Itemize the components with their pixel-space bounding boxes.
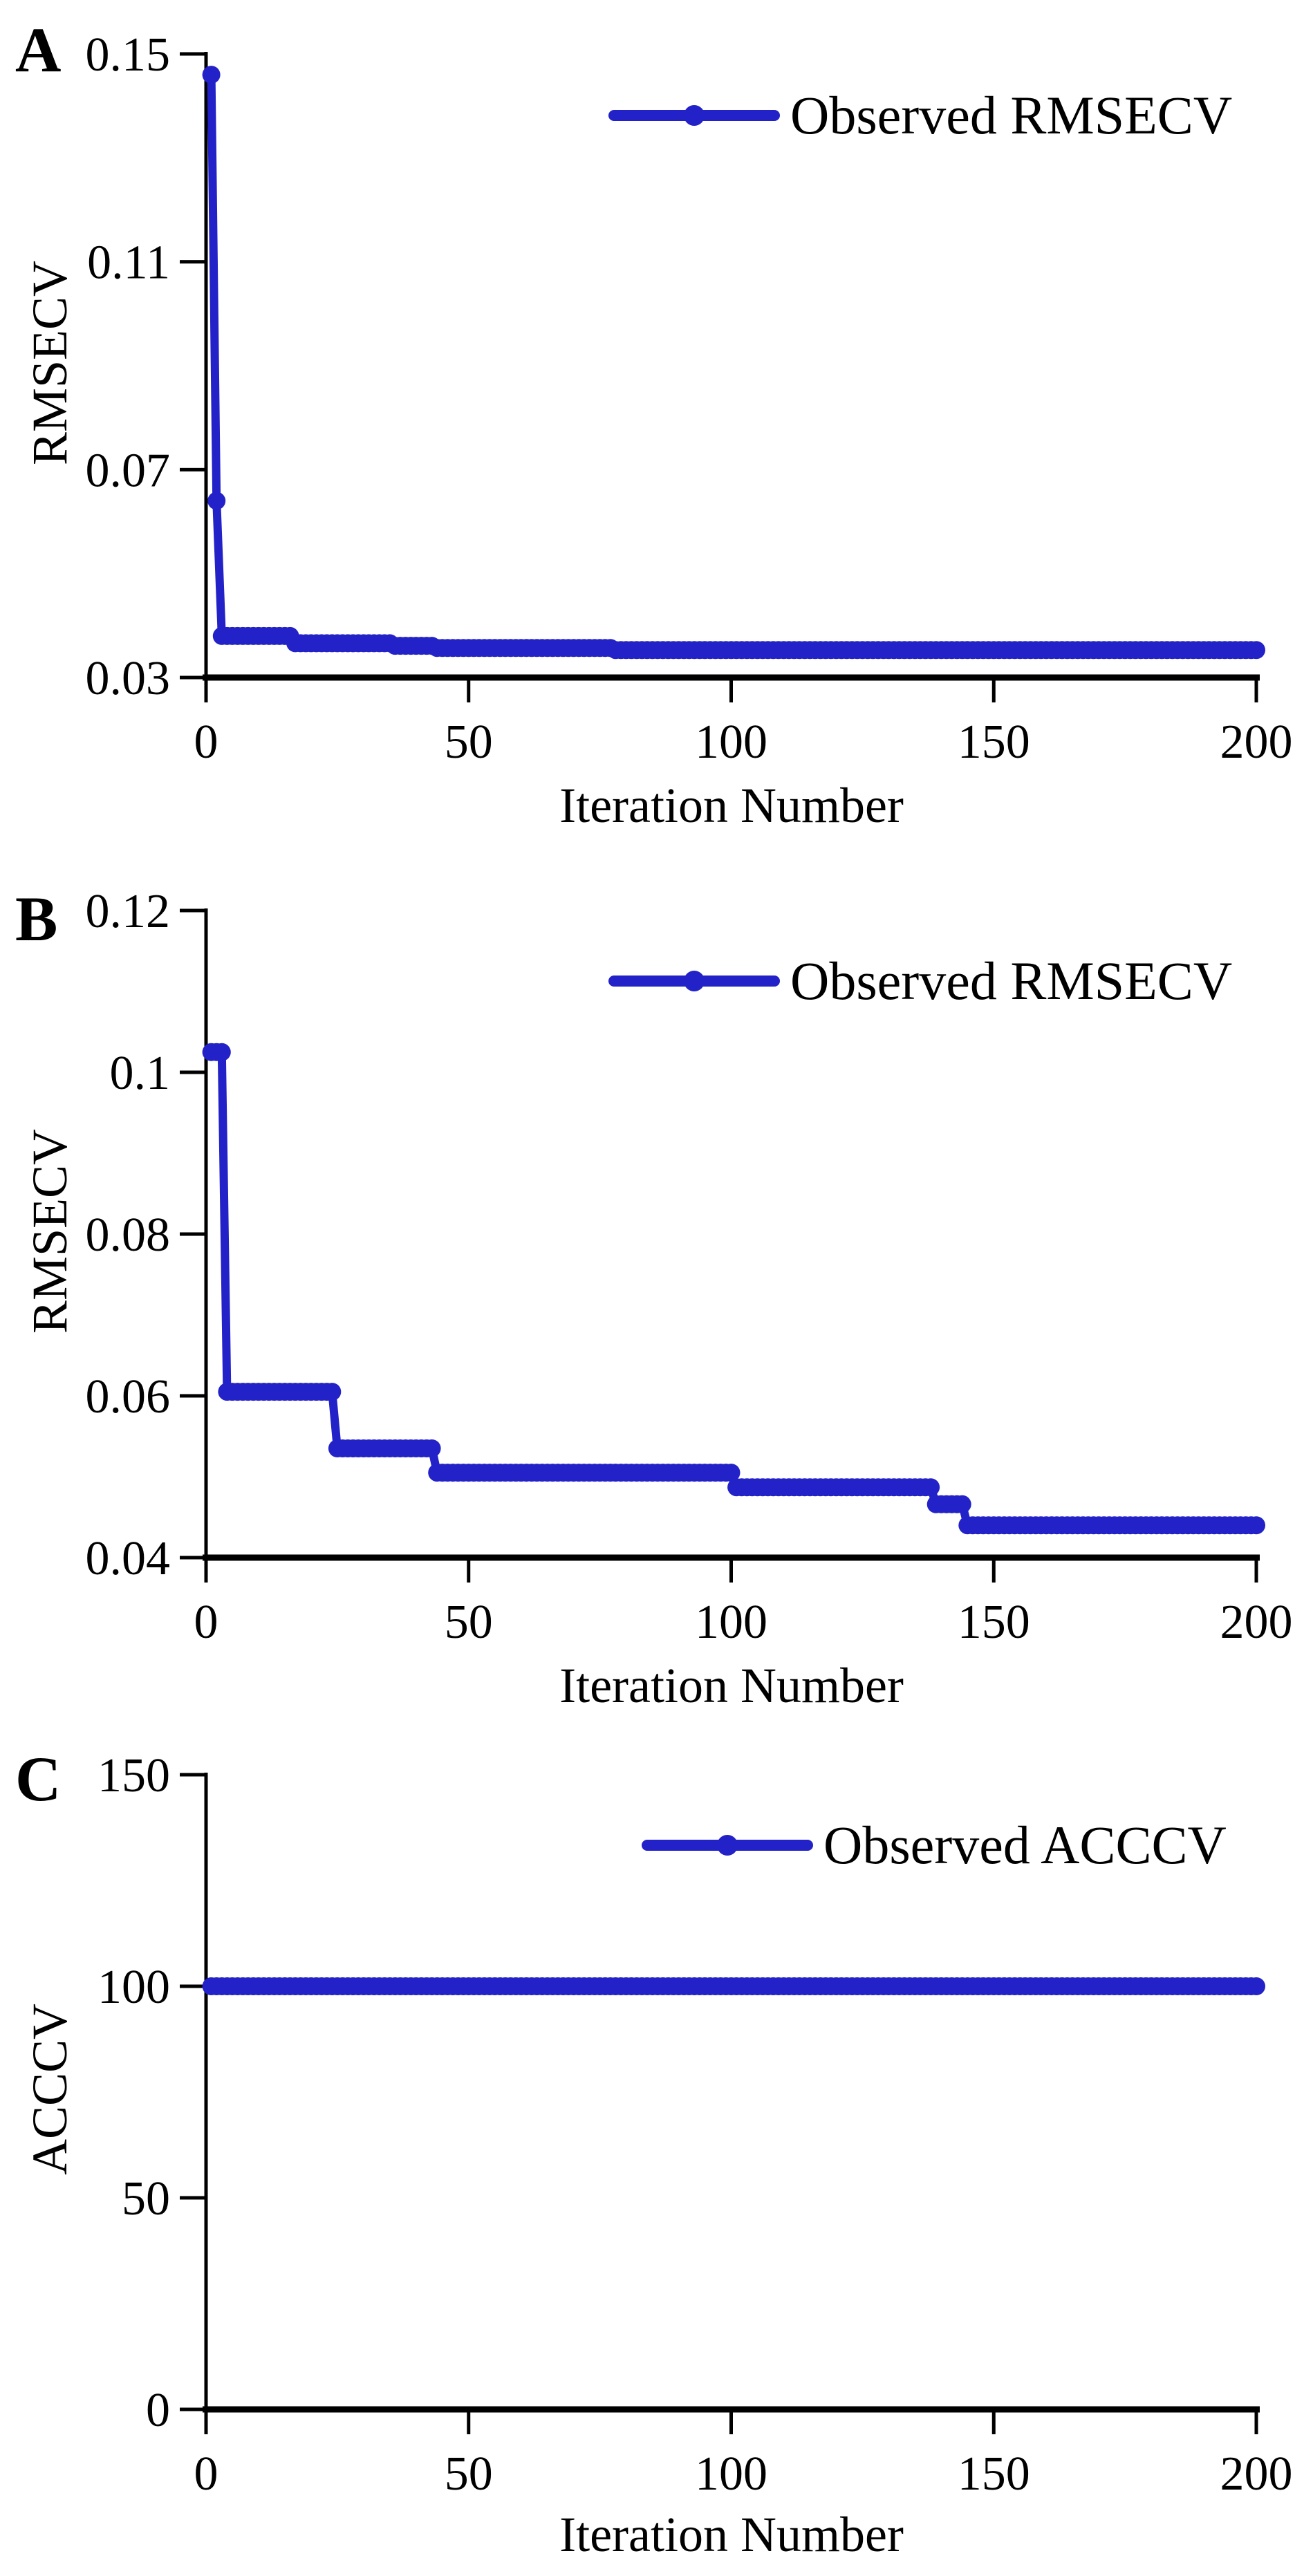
panel-c-letter: C (15, 1744, 62, 1814)
y-tick-mark (180, 1232, 206, 1236)
legend-line-sample (608, 105, 780, 126)
y-tick-label: 0.03 (86, 652, 171, 705)
y-tick-label: 0.12 (86, 885, 171, 938)
y-tick-mark (180, 1070, 206, 1074)
legend-line-sample (608, 971, 780, 991)
legend-circle-marker-icon (684, 105, 705, 126)
x-tick-label: 0 (194, 716, 218, 769)
y-axis-spine (204, 1773, 208, 2413)
data-point-marker (1247, 1977, 1265, 1995)
data-point-marker (922, 1478, 940, 1497)
x-tick-mark (729, 2409, 733, 2434)
x-tick-mark (729, 678, 733, 702)
legend-line-sample (642, 1835, 813, 1856)
y-tick-mark (180, 2407, 206, 2411)
chart-c-x-axis-title: Iteration Number (559, 2507, 904, 2562)
data-point-marker (953, 1495, 971, 1513)
chart-a-y-axis-title: RMSECV (22, 260, 77, 466)
data-point-marker (323, 1383, 342, 1401)
x-tick-label: 0 (194, 1596, 218, 1649)
x-tick-mark (729, 1558, 733, 1583)
y-tick-mark (180, 908, 206, 913)
x-tick-label: 150 (958, 716, 1030, 769)
x-tick-label: 200 (1220, 2447, 1293, 2501)
y-tick-label: 0.04 (86, 1532, 171, 1585)
y-tick-label: 0.07 (86, 444, 171, 497)
x-tick-label: 0 (194, 2447, 218, 2501)
y-tick-mark (180, 2196, 206, 2200)
y-tick-label: 0.15 (86, 28, 171, 82)
x-tick-label: 100 (695, 2447, 767, 2501)
data-point-marker (722, 1464, 741, 1482)
chart-a-plot: 0.03 0.07 0.11 0.15 0 50 100 150 200 (86, 28, 1293, 769)
chart-a-legend-label: Observed RMSECV (790, 85, 1233, 145)
x-tick-label: 50 (445, 2447, 493, 2501)
chart-c-y-axis-title: ACCCV (22, 2003, 77, 2176)
y-tick-label: 0.08 (86, 1208, 171, 1262)
y-tick-label: 100 (97, 1961, 170, 2014)
x-tick-label: 50 (445, 716, 493, 769)
y-tick-mark (180, 467, 206, 472)
chart-c-legend-label: Observed ACCCV (823, 1815, 1227, 1875)
x-tick-mark (467, 2409, 471, 2434)
y-tick-mark (180, 1394, 206, 1398)
y-tick-label: 0.06 (86, 1370, 171, 1424)
chart-b-y-axis-title: RMSECV (22, 1128, 77, 1334)
y-tick-mark (180, 1556, 206, 1560)
x-tick-mark (1254, 678, 1258, 702)
panel-a-letter: A (15, 15, 62, 85)
y-axis-spine (204, 52, 208, 681)
y-tick-label: 150 (97, 1749, 170, 1802)
chart-b-plot: 0.04 0.06 0.08 0.1 0.12 0 50 100 150 200 (86, 885, 1293, 1649)
x-tick-mark (991, 2409, 996, 2434)
data-point-marker (207, 492, 226, 510)
data-point-marker (202, 66, 221, 84)
panel-c: 0 50 100 150 0 50 100 150 200 C Observed ACCCV A… (0, 1717, 1313, 2576)
data-point-marker (212, 1043, 231, 1061)
data-point-marker (1247, 641, 1265, 660)
chart-b-legend: Observed RMSECV (608, 953, 1232, 1009)
panel-b: 0.04 0.06 0.08 0.1 0.12 0 50 100 150 200 B Observ… (0, 859, 1313, 1717)
panel-a: 0.03 0.07 0.11 0.15 0 50 100 150 200 A Observed … (0, 0, 1313, 859)
y-tick-label: 50 (122, 2172, 170, 2225)
y-tick-mark (180, 1984, 206, 1988)
chart-c-plot: 0 50 100 150 0 50 100 150 200 (97, 1749, 1293, 2501)
legend-circle-marker-icon (717, 1835, 738, 1856)
x-tick-label: 150 (958, 2447, 1030, 2501)
panel-b-letter: B (15, 884, 58, 954)
y-tick-mark (180, 260, 206, 264)
chart-b-legend-label: Observed RMSECV (790, 951, 1233, 1011)
data-point-marker (1247, 1516, 1265, 1535)
x-tick-label: 200 (1220, 716, 1293, 769)
chart-b-x-axis-title: Iteration Number (559, 1658, 904, 1713)
x-tick-label: 100 (695, 716, 767, 769)
x-tick-mark (1254, 2409, 1258, 2434)
x-tick-mark (204, 2409, 208, 2434)
series-line (207, 71, 1260, 655)
chart-a-legend: Observed RMSECV (608, 88, 1232, 143)
x-tick-label: 50 (445, 1596, 493, 1649)
x-tick-mark (1254, 1558, 1258, 1583)
x-tick-label: 100 (695, 1596, 767, 1649)
data-point-marker (422, 1439, 441, 1457)
y-tick-mark (180, 675, 206, 680)
y-tick-label: 0.1 (110, 1047, 171, 1100)
y-tick-mark (180, 52, 206, 56)
chart-c-legend: Observed ACCCV (642, 1818, 1227, 1873)
chart-a-x-axis-title: Iteration Number (559, 778, 904, 833)
y-tick-mark (180, 1773, 206, 1777)
legend-circle-marker-icon (684, 971, 705, 991)
x-tick-mark (467, 678, 471, 702)
x-tick-mark (204, 678, 208, 702)
y-tick-label: 0.11 (87, 236, 170, 290)
x-tick-mark (991, 678, 996, 702)
x-tick-mark (467, 1558, 471, 1583)
x-tick-mark (204, 1558, 208, 1583)
y-tick-label: 0 (146, 2384, 170, 2437)
x-tick-label: 150 (958, 1596, 1030, 1649)
x-tick-mark (991, 1558, 996, 1583)
x-tick-label: 200 (1220, 1596, 1293, 1649)
